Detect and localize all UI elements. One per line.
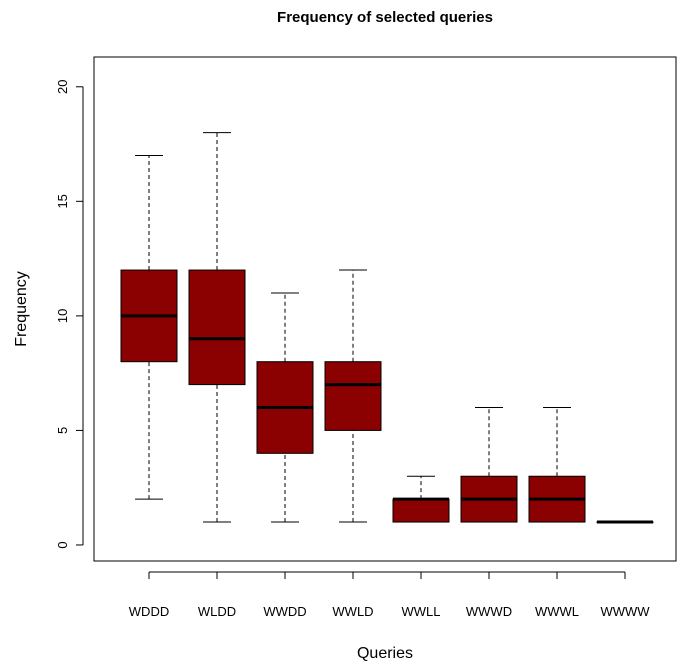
x-tick-label: WWWD <box>466 604 512 619</box>
x-tick-label: WWWL <box>535 604 579 619</box>
box-wwdd <box>256 292 314 523</box>
box-wldd <box>188 132 246 523</box>
x-tick-label: WWLD <box>332 604 373 619</box>
x-axis: WDDD WLDD WWDD WWLD WWLL WWWD WWWL WWWW <box>129 571 650 619</box>
box-series <box>120 132 654 524</box>
x-tick-label: WLDD <box>198 604 236 619</box>
box-wwld <box>324 269 382 523</box>
y-axis-title: Frequency <box>13 271 30 347</box>
box-wwll <box>392 475 450 523</box>
x-axis-title: Queries <box>357 645 413 662</box>
iqr-box <box>392 498 450 523</box>
box-wddd <box>120 155 178 500</box>
chart-title: Frequency of selected queries <box>277 9 493 26</box>
x-tick-label: WWDD <box>263 604 306 619</box>
y-axis: 0 5 10 15 20 <box>55 80 84 549</box>
y-tick-label: 20 <box>55 80 70 94</box>
y-tick-label: 5 <box>55 427 70 434</box>
y-tick-label: 0 <box>55 541 70 548</box>
plot-frame <box>93 56 677 562</box>
y-tick-label: 10 <box>55 309 70 323</box>
iqr-box <box>188 269 246 386</box>
box-wwww <box>596 520 654 524</box>
x-tick-label: WDDD <box>129 604 169 619</box>
iqr-box <box>324 361 382 431</box>
box-wwwd <box>460 407 518 523</box>
y-tick-label: 15 <box>55 194 70 208</box>
x-tick-label: WWWW <box>600 604 650 619</box>
x-tick-label: WWLL <box>402 604 441 619</box>
box-wwwl <box>528 407 586 523</box>
